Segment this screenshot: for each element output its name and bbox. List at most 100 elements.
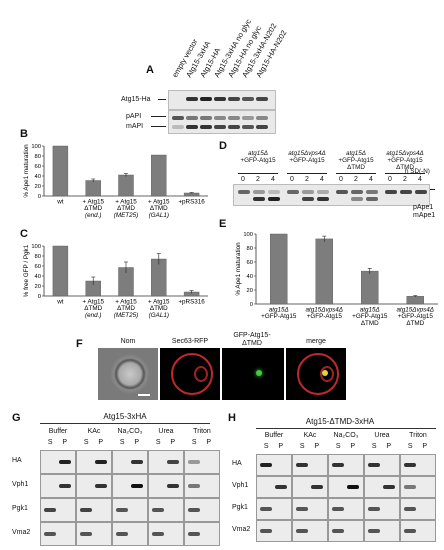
group-underline: [385, 173, 425, 174]
blot-band: [296, 507, 308, 511]
fraction-label: P: [134, 439, 139, 446]
time-label: 4: [418, 176, 422, 183]
band-marker: [430, 188, 435, 190]
row-label-atg15-ha: Atg15-Ha: [121, 96, 151, 103]
panel-d-blot: [233, 184, 430, 206]
x-tick-label: atg15Δvps4Δ: [305, 306, 343, 313]
blot-band: [152, 508, 164, 512]
blot-cell: [112, 450, 148, 474]
image-label-merge: merge: [306, 338, 326, 345]
arrow: [158, 99, 166, 100]
time-label: 2: [305, 176, 309, 183]
blot-row-label: HA: [232, 460, 242, 467]
y-tick-label: 100: [31, 144, 41, 150]
x-tick-label: + Atg15: [148, 298, 170, 305]
blot-cell: [112, 474, 148, 498]
panel-g-title: Atg15-3xHA: [103, 412, 147, 421]
blot-cell: [400, 520, 436, 542]
microscopy-nom: [98, 348, 158, 400]
blot-cell: [400, 476, 436, 498]
blot-band: [260, 507, 272, 511]
blot-cell: [112, 522, 148, 546]
blot-band: [116, 508, 128, 512]
blot-band: [404, 529, 416, 533]
x-tick-label: +GFP-Atg15: [352, 313, 388, 320]
x-tick-label: ΔTMD: [150, 205, 168, 212]
blot-cell: [184, 498, 220, 522]
time-label: 2: [256, 176, 260, 183]
blot-cell: [148, 522, 184, 546]
fraction-label: P: [62, 439, 67, 446]
panel-label-h: H: [228, 412, 236, 424]
fraction-label: P: [314, 443, 319, 450]
condition-label: Na₂CO₃: [117, 428, 143, 435]
group-label: atg15Δvps4Δ +GFP-Atg15: [288, 150, 326, 164]
blot-band: [260, 463, 272, 467]
blot-cell: [328, 454, 364, 476]
condition-label: Triton: [193, 428, 211, 435]
y-tick-label: 80: [35, 254, 41, 260]
fraction-label: P: [98, 439, 103, 446]
condition-label: KAc: [303, 432, 317, 439]
y-tick-label: 40: [247, 274, 253, 280]
blot-cell: [292, 476, 328, 498]
x-tick-label: + Atg15: [148, 198, 170, 205]
y-tick-label: 80: [247, 246, 253, 252]
fraction-label: P: [350, 443, 355, 450]
x-tick-label: + Atg15: [82, 298, 104, 305]
y-tick-label: 40: [35, 274, 41, 280]
bar: [151, 154, 167, 197]
fraction-label: S: [263, 443, 269, 450]
blot-band: [59, 460, 71, 464]
blot-cell: [256, 476, 292, 498]
x-tick-label: ΔTMD: [117, 305, 135, 312]
y-tick-label: 100: [31, 244, 41, 250]
panel-label-e: E: [219, 218, 227, 230]
blot-cell: [364, 476, 400, 498]
y-tick-label: 60: [35, 164, 41, 170]
x-tick-label: +pRS316: [178, 298, 205, 305]
blot-row-label: Pgk1: [12, 505, 28, 512]
blot-cell: [292, 520, 328, 542]
microscopy-gfp: [222, 348, 284, 400]
blot-cell: [112, 498, 148, 522]
scale-bar: [138, 394, 150, 396]
condition-label: Urea: [374, 432, 390, 439]
y-tick-label: 20: [35, 284, 41, 290]
bar: [151, 258, 167, 297]
group-underline: [287, 173, 327, 174]
blot-band: [188, 484, 200, 488]
x-tick-label: (MET25): [114, 212, 139, 219]
blot-band: [131, 484, 143, 488]
condition-label: Triton: [409, 432, 427, 439]
blot-cell: [76, 474, 112, 498]
y-tick-label: 60: [35, 264, 41, 270]
bar: [361, 270, 379, 305]
bar: [85, 180, 101, 197]
fraction-label: S: [47, 439, 53, 446]
fraction-label: S: [119, 439, 125, 446]
blot-band: [188, 508, 200, 512]
panel-a-blot-top: [168, 90, 276, 110]
y-tick-label: 80: [35, 154, 41, 160]
fraction-label: S: [371, 443, 377, 450]
blot-cell: [364, 498, 400, 520]
bar: [52, 245, 69, 297]
blot-cell: [148, 474, 184, 498]
time-label: 0: [339, 176, 343, 183]
image-label-gfp: GFP-Atg15- ΔTMD: [233, 332, 271, 347]
x-tick-label: ΔTMD: [406, 320, 424, 327]
blot-band: [368, 529, 380, 533]
blot-cell: [292, 498, 328, 520]
time-label: 2: [354, 176, 358, 183]
blot-row-label: Vph1: [232, 482, 249, 489]
blot-cell: [400, 454, 436, 476]
x-tick-label: (GAL1): [149, 212, 169, 219]
y-tick-label: 0: [38, 194, 41, 200]
microscopy-sec63-rfp: [160, 348, 220, 400]
y-tick-label: 0: [38, 294, 41, 300]
y-tick-label: 40: [35, 174, 41, 180]
y-axis-label: % Ape1 maturation: [235, 242, 242, 296]
